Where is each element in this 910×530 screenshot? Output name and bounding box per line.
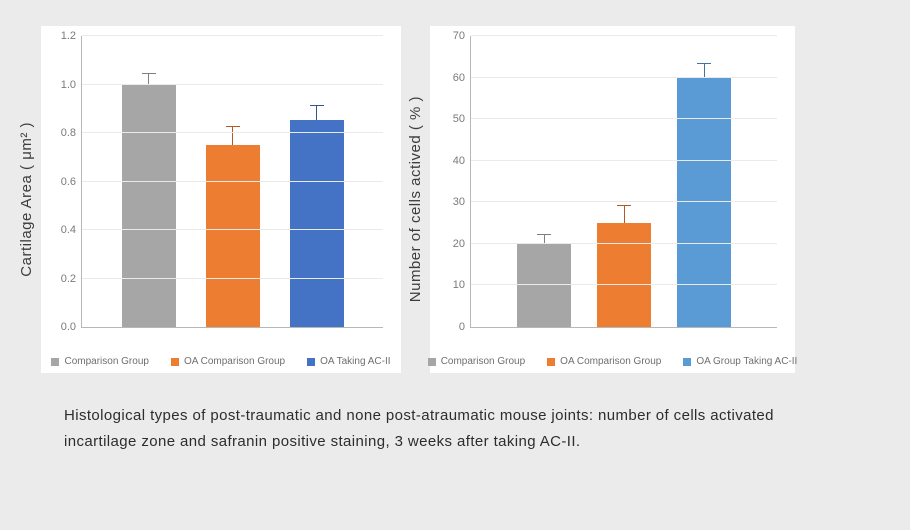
left-tick-label: 0.8 <box>61 127 82 139</box>
right-bar-column <box>677 64 731 327</box>
right-legend-item: Comparison Group <box>428 356 525 367</box>
right-tick-label: 40 <box>453 155 471 167</box>
left-tick-label: 0.0 <box>61 321 82 333</box>
right-bar-column <box>517 235 571 327</box>
right-tick-label: 10 <box>453 279 471 291</box>
left-tick-label: 1.0 <box>61 79 82 91</box>
right-legend-item: OA Comparison Group <box>547 356 661 367</box>
left-legend-label: Comparison Group <box>64 356 148 367</box>
figure-caption: Histological types of post-traumatic and… <box>64 403 850 454</box>
right-bar-column <box>597 206 651 327</box>
right-tick-label: 30 <box>453 196 471 208</box>
left-gridline <box>82 229 383 230</box>
legend-swatch-icon <box>171 358 179 366</box>
right-y-axis-title: Number of cells actived ( % ) <box>407 96 424 302</box>
right-tick-label: 60 <box>453 72 471 84</box>
left-bar-column <box>122 74 176 327</box>
left-gridline <box>82 278 383 279</box>
legend-swatch-icon <box>307 358 315 366</box>
right-legend-label: OA Comparison Group <box>560 356 661 367</box>
left-gridline <box>82 84 383 85</box>
right-legend: Comparison Group OA Comparison Group OA Gr… <box>430 346 795 373</box>
right-plot: 0 10 20 30 40 50 60 70 <box>430 26 795 346</box>
right-tick-label: 0 <box>459 321 471 333</box>
left-tick-label: 0.4 <box>61 224 82 236</box>
right-gridline <box>471 243 777 244</box>
right-gridline <box>471 201 777 202</box>
left-bar <box>122 84 176 327</box>
left-plot: 0.0 0.2 0.4 0.6 0.8 1.0 1.2 <box>41 26 401 346</box>
legend-swatch-icon <box>683 358 691 366</box>
legend-swatch-icon <box>428 358 436 366</box>
right-legend-label: Comparison Group <box>441 356 525 367</box>
left-gridline <box>82 181 383 182</box>
left-y-axis-title: Cartilage Area ( μm² ) <box>18 122 35 277</box>
right-chart-pane: Number of cells actived ( % ) 0 10 20 30 40 5… <box>407 26 795 373</box>
right-gridline <box>471 160 777 161</box>
left-bar-column <box>206 127 260 327</box>
left-bars-group <box>82 36 383 327</box>
charts-row: Cartilage Area ( μm² ) 0.0 0.2 0.4 0.6 0.8 1.… <box>18 26 870 373</box>
right-tick-label: 50 <box>453 113 471 125</box>
left-tick-label: 0.6 <box>61 176 82 188</box>
left-legend-label: OA Taking AC-II <box>320 356 390 367</box>
left-chart-pane: Cartilage Area ( μm² ) 0.0 0.2 0.4 0.6 0.8 1.… <box>18 26 401 373</box>
left-plot-area: 0.00.20.40.60.81.01.2 <box>81 36 383 328</box>
right-gridline <box>471 35 777 36</box>
right-legend-item: OA Group Taking AC-II <box>683 356 797 367</box>
left-legend-label: OA Comparison Group <box>184 356 285 367</box>
right-plot-area: 010203040506070 <box>470 36 777 328</box>
left-tick-label: 0.2 <box>61 273 82 285</box>
left-gridline <box>82 132 383 133</box>
left-legend: Comparison Group OA Comparison Group OA Ta… <box>41 346 401 373</box>
right-gridline <box>471 77 777 78</box>
left-bar <box>206 145 260 328</box>
right-tick-label: 20 <box>453 238 471 250</box>
right-bars-group <box>471 36 777 327</box>
left-tick-label: 1.2 <box>61 30 82 42</box>
legend-swatch-icon <box>51 358 59 366</box>
legend-swatch-icon <box>547 358 555 366</box>
right-tick-label: 70 <box>453 30 471 42</box>
left-legend-item: OA Taking AC-II <box>307 356 390 367</box>
right-bar <box>597 223 651 327</box>
right-legend-label: OA Group Taking AC-II <box>696 356 797 367</box>
left-gridline <box>82 35 383 36</box>
right-gridline <box>471 118 777 119</box>
right-gridline <box>471 284 777 285</box>
left-legend-item: OA Comparison Group <box>171 356 285 367</box>
left-bar <box>290 120 344 327</box>
left-bar-column <box>290 106 344 327</box>
left-legend-item: Comparison Group <box>51 356 148 367</box>
